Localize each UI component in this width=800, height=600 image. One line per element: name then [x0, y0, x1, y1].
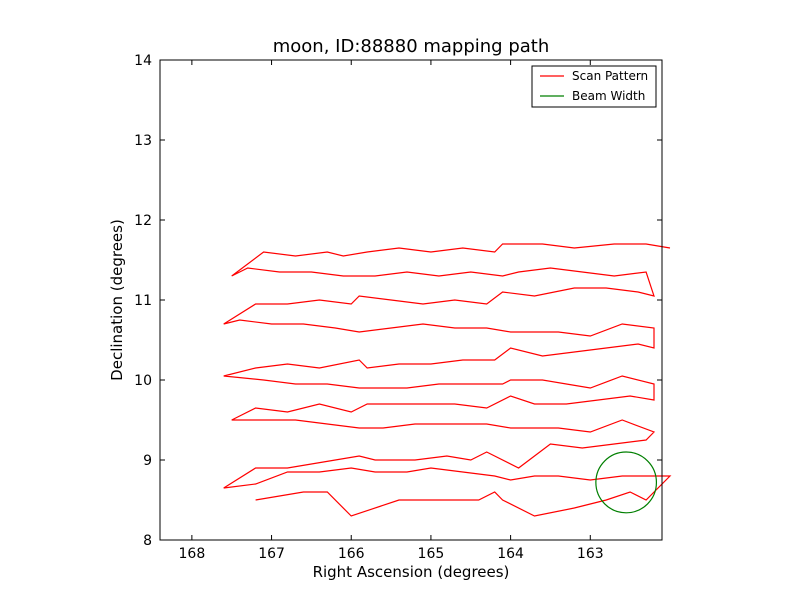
legend-box [531, 65, 657, 108]
y-tick-label: 11 [134, 293, 152, 309]
beam-width-circle [595, 451, 658, 514]
y-axis-label: Declination (degrees) [108, 219, 126, 381]
legend-label-scan-pattern: Scan Pattern [572, 69, 648, 83]
x-tick-label: 166 [338, 546, 365, 562]
x-tick-label: 167 [258, 546, 285, 562]
ticks-layer: 168 167 166 165 164 163 8 9 10 11 12 13 14 [134, 53, 662, 562]
legend-label-beam-width: Beam Width [572, 89, 645, 103]
x-axis-label: Right Ascension (degrees) [313, 563, 510, 581]
x-tick-label: 168 [179, 546, 206, 562]
x-tick-label: 165 [418, 546, 445, 562]
series-layer [223, 243, 672, 517]
scan-pattern-line [223, 243, 672, 517]
x-tick-label: 163 [577, 546, 604, 562]
chart-title: moon, ID:88880 mapping path [273, 36, 550, 57]
y-tick-label: 12 [134, 213, 152, 229]
legend: Scan Pattern Beam Width [531, 65, 657, 108]
plot-area [160, 60, 662, 540]
x-tick-label: 164 [497, 546, 524, 562]
y-tick-label: 14 [134, 53, 152, 69]
y-tick-label: 10 [134, 373, 152, 389]
y-tick-label: 8 [143, 533, 152, 549]
y-tick-label: 9 [143, 453, 152, 469]
y-tick-label: 13 [134, 133, 152, 149]
